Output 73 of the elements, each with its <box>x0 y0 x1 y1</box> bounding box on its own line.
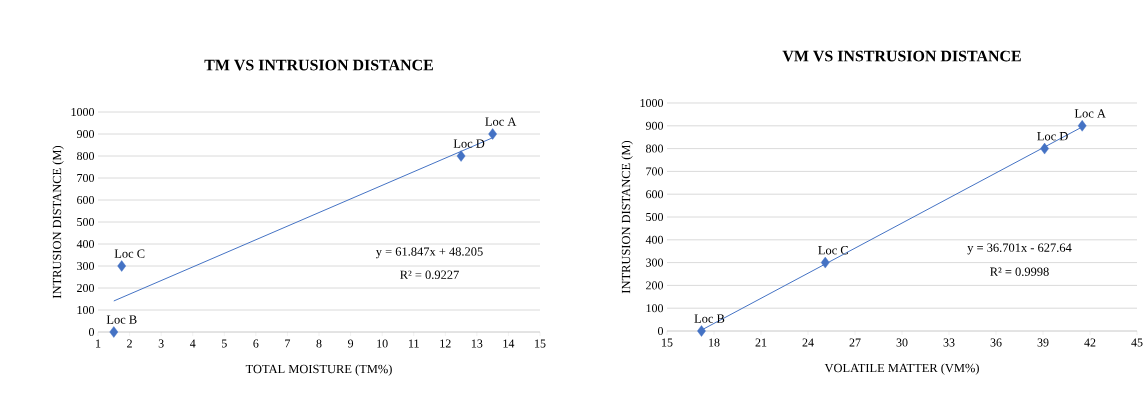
y-tick-label: 300 <box>646 258 664 267</box>
annotation: y = 61.847x + 48.205 <box>375 247 483 259</box>
x-tick-label: 5 <box>221 339 227 348</box>
x-tick-label: 42 <box>1084 338 1096 347</box>
x-tick-label: 3 <box>158 339 164 348</box>
y-tick-label: 900 <box>645 121 664 130</box>
annotation: Loc B <box>694 314 725 323</box>
x-tick-label: 10 <box>377 339 388 348</box>
annotation: R² = 0.9227 <box>400 270 459 280</box>
chart-title: VM VS INSTRUSION DISTANCE <box>782 50 1021 62</box>
annotation: Loc D <box>453 139 485 148</box>
y-tick-label: 0 <box>657 326 664 336</box>
annotation: y = 36.701x - 627.64 <box>967 243 1072 255</box>
annotation: Loc D <box>1037 132 1068 141</box>
x-tick-label: 24 <box>802 338 814 347</box>
y-axis-title: INTRUSION DISTANCE (M) <box>52 145 64 299</box>
x-tick-label: 13 <box>471 339 483 348</box>
point <box>456 150 466 162</box>
x-tick-label: 4 <box>189 339 196 348</box>
y-tick-label: 800 <box>646 144 664 153</box>
y-tick-label: 600 <box>646 190 664 199</box>
annotation: R² = 0.9998 <box>990 267 1049 276</box>
x-tick-label: 7 <box>285 339 291 348</box>
y-tick-label: 0 <box>88 327 95 337</box>
x-tick-label: 18 <box>709 338 720 347</box>
x-tick-label: 8 <box>316 339 322 348</box>
y-tick-label: 200 <box>77 283 95 293</box>
y-tick-label: 100 <box>77 305 95 315</box>
y-tick-label: 900 <box>76 129 95 139</box>
y-tick-label: 600 <box>77 195 95 205</box>
y-tick-label: 700 <box>77 173 95 183</box>
y-tick-label: 100 <box>646 304 664 313</box>
y-tick-label: 500 <box>646 212 664 222</box>
annotation: Loc A <box>485 117 517 126</box>
annotation: Loc A <box>1074 109 1106 118</box>
annotation: Loc C <box>818 246 848 255</box>
y-tick-label: 400 <box>76 239 95 249</box>
y-tick-label: 1000 <box>71 107 95 117</box>
point <box>109 326 119 338</box>
x-tick-label: 2 <box>127 339 132 348</box>
x-tick-label: 11 <box>409 339 419 348</box>
x-axis-title: TOTAL MOISTURE (TM%) <box>245 364 392 376</box>
x-tick-label: 15 <box>662 338 673 347</box>
x-tick-label: 30 <box>896 338 908 347</box>
point <box>697 325 706 337</box>
annotation: Loc B <box>106 315 137 324</box>
point <box>488 128 497 140</box>
x-tick-label: 6 <box>253 339 259 348</box>
x-tick-label: 45 <box>1131 338 1143 347</box>
x-tick-label: 39 <box>1037 338 1049 347</box>
y-axis-title: INTRUSION DISTANCE (M) <box>621 140 633 294</box>
y-tick-label: 500 <box>77 217 95 227</box>
x-tick-label: 9 <box>347 339 354 348</box>
y-tick-label: 700 <box>646 167 664 176</box>
x-axis-title: VOLATILE MATTER (VM%) <box>824 363 979 375</box>
x-tick-label: 12 <box>440 339 451 348</box>
point <box>820 256 830 269</box>
x-tick-label: 27 <box>849 338 861 347</box>
y-tick-label: 800 <box>77 151 95 161</box>
y-tick-label: 1000 <box>640 98 664 108</box>
point <box>1077 120 1087 132</box>
annotation: Loc C <box>114 249 145 258</box>
point <box>117 260 126 272</box>
x-tick-label: 14 <box>503 339 515 348</box>
y-tick-label: 300 <box>77 261 95 271</box>
x-tick-label: 15 <box>535 339 546 348</box>
y-tick-label: 400 <box>645 235 664 244</box>
x-tick-label: 21 <box>755 338 767 347</box>
x-tick-label: 33 <box>943 338 955 347</box>
chart-title: TM VS INTRUSION DISTANCE <box>204 59 433 71</box>
y-tick-label: 200 <box>646 281 664 290</box>
x-tick-label: 1 <box>96 339 101 348</box>
x-tick-label: 36 <box>990 338 1002 347</box>
